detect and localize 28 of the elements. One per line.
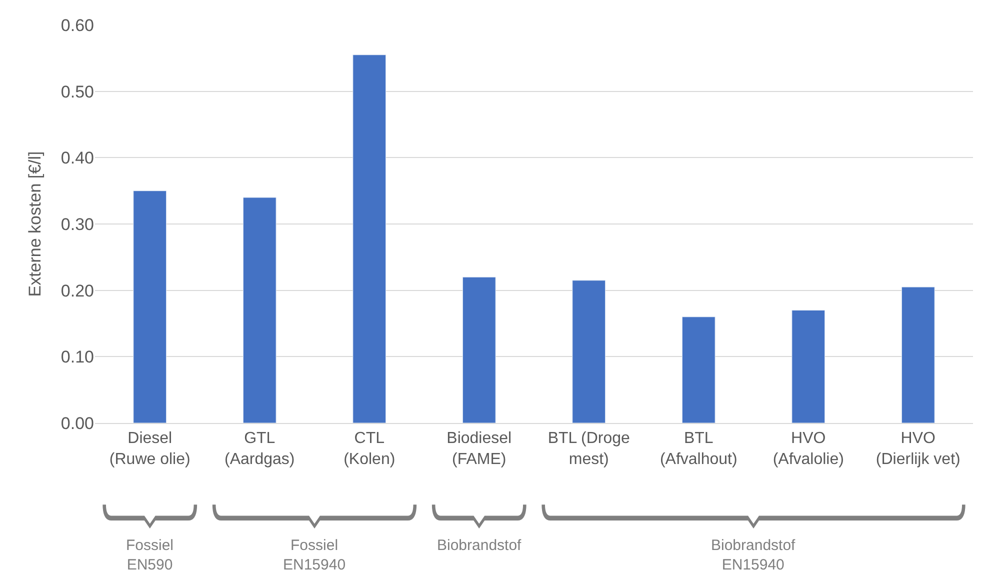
bar [792,310,826,423]
x-tick-label: HVO (Dierlijk vet) [876,430,960,468]
text: Fossiel EN15940 [283,537,346,574]
y-tick-label: 0.10 [60,348,94,367]
bar [462,276,496,423]
y-tick-label: 0.60 [60,16,94,35]
bar [242,197,276,423]
text: Fossiel EN590 [126,537,174,574]
y-tick-label: 0.40 [60,148,94,168]
bar [572,280,606,423]
x-tick-label: GTL (Aardgas) [224,430,295,468]
bar [352,54,386,423]
y-tick-label: 0.30 [60,214,94,234]
text: Biobrandstof EN15940 [711,537,796,574]
y-tick-label: 0.00 [60,414,94,433]
x-tick-label: CTL (Kolen) [344,430,396,468]
x-tick-label: HVO (Afvalolie) [772,430,844,468]
x-tick-label: Biodiesel (FAME) [446,430,512,468]
bar [901,286,935,423]
y-axis-title: Externe kosten [€/l] [25,151,44,297]
x-tick-label: BTL (Afvalhout) [660,430,738,468]
x-tick-label: Diesel (Ruwe olie) [109,430,190,468]
text: Biobrandstof [437,537,522,554]
y-tick-label: 0.50 [60,82,94,102]
bar [133,190,167,423]
y-tick-label: 0.20 [60,281,94,300]
x-tick-label: BTL (Droge mest) [548,430,630,468]
bar [682,316,716,423]
